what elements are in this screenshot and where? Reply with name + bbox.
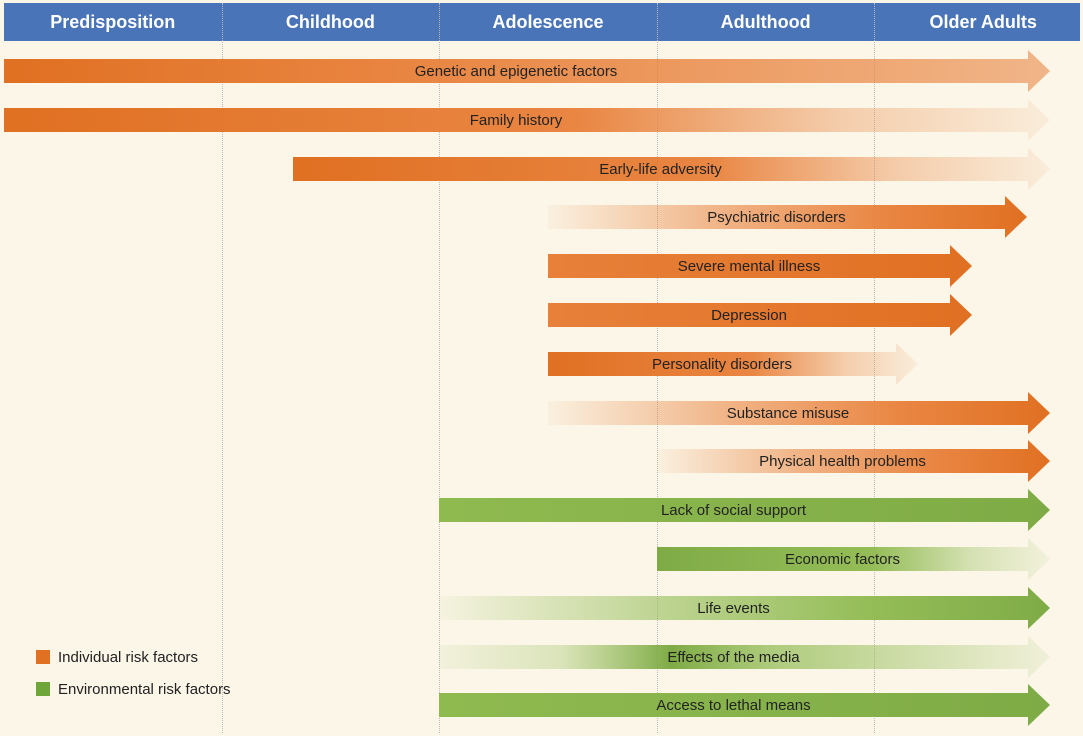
risk-arrow-shape (439, 636, 1050, 678)
life-stage-older-adults: Older Adults (929, 12, 1037, 32)
risk-factor-label: Economic factors (784, 550, 901, 568)
life-stage-childhood: Childhood (285, 12, 375, 32)
risk-factor-label: Personality disorders (651, 355, 793, 373)
risk-factor-label: Substance misuse (726, 404, 850, 422)
risk-factor-label: Physical health problems (759, 452, 926, 470)
risk-arrow-shape (657, 538, 1050, 580)
risk-arrow-shape (4, 50, 1050, 92)
risk-factor-label: Depression (711, 306, 787, 324)
risk-arrow-body (293, 148, 1050, 190)
risk-arrow-body (548, 294, 972, 336)
risk-arrow-early-life-adversity: Early-life adversity (293, 148, 1050, 190)
risk-arrow-effects-of-the-media: Effects of the media (439, 636, 1050, 678)
life-stage-adulthood: Adulthood (720, 12, 811, 32)
risk-arrow-shape (293, 148, 1050, 190)
risk-arrow-body (439, 684, 1050, 726)
risk-arrow-body (439, 636, 1050, 678)
risk-arrow-substance-misuse: Substance misuse (548, 392, 1050, 434)
risk-arrow-shape (548, 196, 1027, 238)
risk-factor-label: Psychiatric disorders (707, 208, 846, 226)
legend-individual-swatch (36, 650, 50, 664)
risk-arrow-body (4, 50, 1050, 92)
risk-arrow-economic-factors: Economic factors (657, 538, 1050, 580)
risk-arrow-body (657, 440, 1050, 482)
life-stage-predisposition: Predisposition (50, 12, 176, 32)
risk-factor-label: Early-life adversity (599, 160, 722, 178)
risk-arrow-body (657, 538, 1050, 580)
risk-factor-label: Access to lethal means (656, 696, 811, 714)
life-stage-header (4, 3, 1080, 41)
life-stage-adolescence: Adolescence (492, 12, 604, 32)
risk-arrow-body (548, 196, 1027, 238)
risk-arrow-body (548, 245, 972, 287)
risk-factor-label: Effects of the media (667, 648, 800, 666)
legend-environmental-swatch (36, 682, 50, 696)
risk-arrow-body (439, 587, 1050, 629)
risk-factor-label: Life events (697, 599, 770, 617)
risk-factor-label: Lack of social support (660, 501, 807, 519)
risk-factor-label: Severe mental illness (677, 257, 821, 275)
life-stage-divider (439, 3, 440, 733)
legend-environmental: Environmental risk factors (36, 679, 231, 699)
risk-arrow-shape (548, 343, 918, 385)
legend-individual: Individual risk factors (36, 647, 198, 667)
risk-arrow-shape (548, 392, 1050, 434)
risk-arrow-genetic-and-epigenetic-factors: Genetic and epigenetic factors (4, 50, 1050, 92)
risk-arrow-shape (4, 99, 1050, 141)
risk-arrow-severe-mental-illness: Severe mental illness (548, 245, 972, 287)
risk-factor-label: Family history (469, 111, 563, 129)
risk-arrow-depression: Depression (548, 294, 972, 336)
risk-arrow-shape (439, 684, 1050, 726)
risk-arrow-body (548, 343, 918, 385)
risk-arrow-shape (548, 245, 972, 287)
risk-arrow-physical-health-problems: Physical health problems (657, 440, 1050, 482)
legend-environmental-label: Environmental risk factors (58, 680, 231, 698)
risk-factor-label: Genetic and epigenetic factors (414, 62, 618, 80)
life-stage-divider (222, 3, 223, 733)
risk-arrow-family-history: Family history (4, 99, 1050, 141)
risk-arrow-shape (439, 587, 1050, 629)
risk-arrow-psychiatric-disorders: Psychiatric disorders (548, 196, 1027, 238)
risk-arrow-body (548, 392, 1050, 434)
risk-arrow-shape (657, 440, 1050, 482)
risk-arrow-access-to-lethal-means: Access to lethal means (439, 684, 1050, 726)
risk-arrow-shape (548, 294, 972, 336)
risk-arrow-personality-disorders: Personality disorders (548, 343, 918, 385)
risk-arrow-body (439, 489, 1050, 531)
legend-individual-label: Individual risk factors (58, 648, 199, 666)
risk-arrow-lack-of-social-support: Lack of social support (439, 489, 1050, 531)
risk-arrow-shape (439, 489, 1050, 531)
risk-arrow-life-events: Life events (439, 587, 1050, 629)
risk-arrow-body (4, 99, 1050, 141)
